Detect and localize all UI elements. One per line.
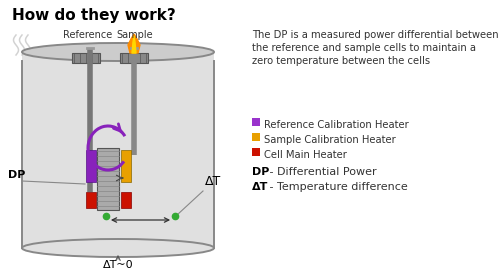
Bar xyxy=(72,53,100,63)
Text: Reference: Reference xyxy=(64,30,112,40)
Bar xyxy=(252,148,260,156)
Bar xyxy=(120,53,148,63)
Ellipse shape xyxy=(22,239,214,257)
Text: Sample: Sample xyxy=(116,30,154,40)
Text: Cell Main Heater: Cell Main Heater xyxy=(264,150,347,160)
Text: ΔT: ΔT xyxy=(252,182,268,192)
Bar xyxy=(97,148,119,210)
Bar xyxy=(22,52,214,248)
Polygon shape xyxy=(128,34,140,53)
Bar xyxy=(252,118,260,126)
Text: - Differential Power: - Differential Power xyxy=(266,167,376,177)
Ellipse shape xyxy=(22,43,214,61)
Text: DP: DP xyxy=(8,170,25,180)
Bar xyxy=(86,150,96,182)
Bar xyxy=(121,192,131,208)
Bar xyxy=(121,150,131,182)
Bar xyxy=(252,133,260,141)
Text: The DP is a measured power differential between
the reference and sample cells t: The DP is a measured power differential … xyxy=(252,30,498,66)
Bar xyxy=(86,192,96,208)
Text: Reference Calibration Heater: Reference Calibration Heater xyxy=(264,120,409,130)
Text: - Temperature difference: - Temperature difference xyxy=(266,182,408,192)
Text: DP: DP xyxy=(252,167,270,177)
Text: Sample Calibration Heater: Sample Calibration Heater xyxy=(264,135,396,145)
Text: ΔT: ΔT xyxy=(205,175,221,188)
Polygon shape xyxy=(132,36,136,53)
Text: How do they work?: How do they work? xyxy=(12,8,176,23)
Text: ΔT~0: ΔT~0 xyxy=(102,260,134,270)
